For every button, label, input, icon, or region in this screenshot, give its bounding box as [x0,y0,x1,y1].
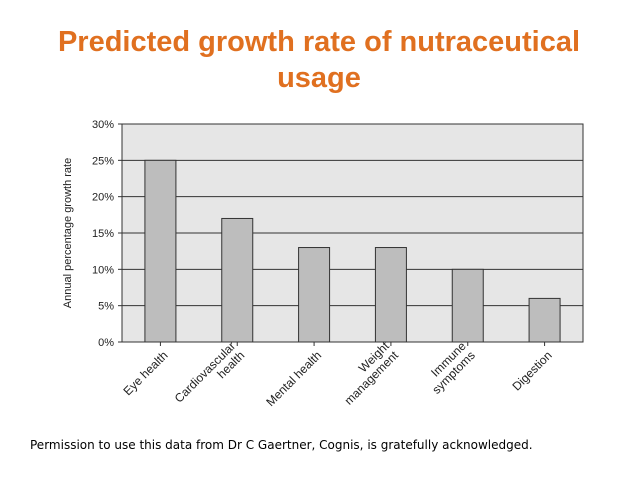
bar [374,247,407,343]
y-tick-label: 0% [98,337,114,349]
bar [144,159,177,343]
y-tick-label: 25% [92,155,114,167]
title-line-2: usage [277,62,361,94]
x-tick-label: Mental health [263,348,324,409]
x-tick-label-group: Eye health [121,348,171,398]
bar [221,217,254,343]
title-line-1: Predicted growth rate of nutraceutical [57,26,581,58]
bar [298,247,331,343]
footnote: Permission to use this data from Dr C Ga… [30,438,533,452]
x-tick-label-group: Digestion [509,348,554,393]
y-tick-label: 30% [92,119,114,131]
x-tick-label: Digestion [509,348,554,393]
y-tick-label: 20% [92,192,114,204]
x-tick-label-group: Mental health [263,348,324,409]
bar [451,268,484,343]
bar [528,297,561,343]
y-tick-label: 15% [92,228,114,240]
y-tick-label: 10% [92,264,114,276]
x-tick-label: Eye health [121,348,171,398]
page-title: Predicted growth rate of nutraceutical u… [10,24,628,96]
y-tick-label: 5% [98,301,114,313]
y-axis-label: Annual percentage growth rate [62,158,74,308]
